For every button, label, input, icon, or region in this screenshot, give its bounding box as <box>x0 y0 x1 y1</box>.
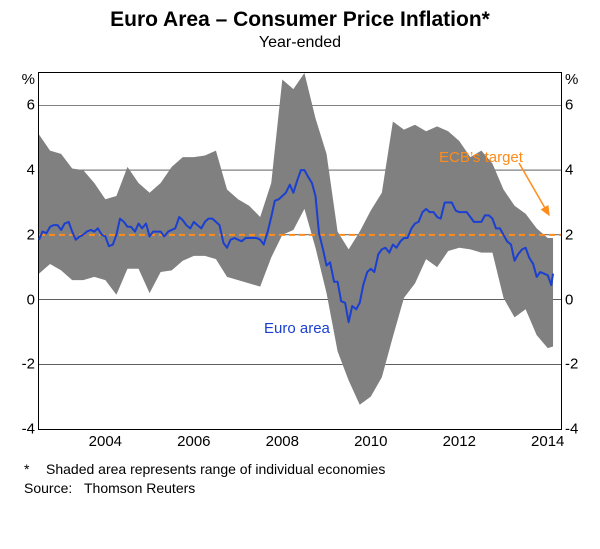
x-tick: 2014 <box>531 433 564 450</box>
y-tick-left: 2 <box>27 226 35 243</box>
x-tick: 2012 <box>443 433 476 450</box>
source-value: Thomson Reuters <box>84 480 195 496</box>
ecb-target-label: ECB’s target <box>439 149 523 166</box>
y-unit-right: % <box>565 71 578 88</box>
y-tick-right: -4 <box>565 421 578 438</box>
x-tick: 2008 <box>266 433 299 450</box>
y-tick-left: -2 <box>22 356 35 373</box>
y-tick-right: 2 <box>565 226 573 243</box>
y-tick-left: 6 <box>27 97 35 114</box>
plot-svg <box>39 73 561 429</box>
chart-container: Euro Area – Consumer Price Inflation* Ye… <box>0 0 600 549</box>
y-tick-right: -2 <box>565 356 578 373</box>
chart-subtitle: Year-ended <box>10 34 590 52</box>
chart-title: Euro Area – Consumer Price Inflation* <box>10 8 590 32</box>
footnote-marker: * <box>24 460 46 478</box>
y-tick-right: 4 <box>565 162 573 179</box>
footnote-text: Shaded area represents range of individu… <box>46 461 385 477</box>
footnote: *Shaded area represents range of individ… <box>24 460 590 478</box>
y-tick-right: 6 <box>565 97 573 114</box>
plot-outer: -4 -4 -2 -2 0 0 2 2 4 4 6 6%% 2004 2006 2008 2010 2012 20… <box>10 54 590 454</box>
y-tick-left: 0 <box>27 291 35 308</box>
y-tick-left: 4 <box>27 162 35 179</box>
y-tick-left: -4 <box>22 421 35 438</box>
x-tick: 2010 <box>354 433 387 450</box>
y-tick-right: 0 <box>565 291 573 308</box>
euro-area-label: Euro area <box>264 320 330 337</box>
x-tick: 2006 <box>177 433 210 450</box>
x-tick: 2004 <box>89 433 122 450</box>
source-line: Source:Thomson Reuters <box>24 480 590 496</box>
plot-area: -4-4-2-200224466%%2004200620082010201220… <box>38 72 562 430</box>
source-label: Source: <box>24 480 84 496</box>
y-unit-left: % <box>22 71 35 88</box>
